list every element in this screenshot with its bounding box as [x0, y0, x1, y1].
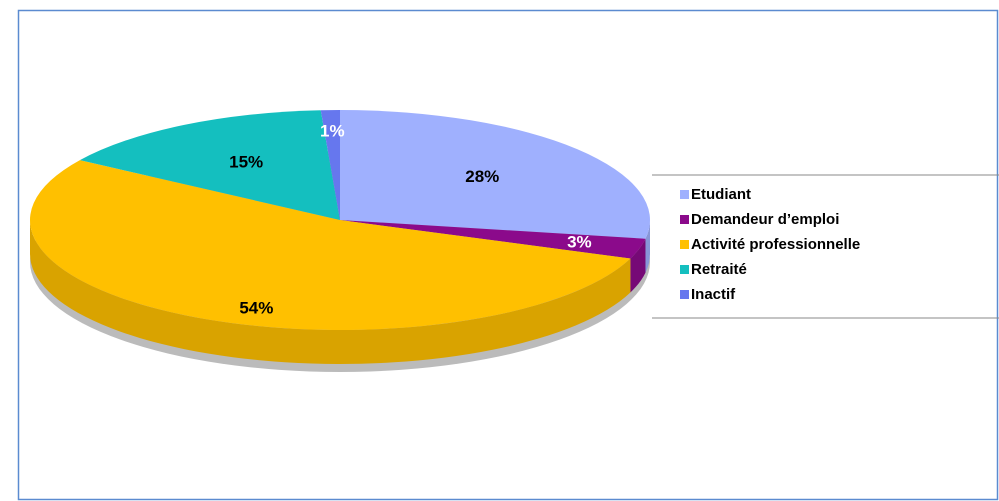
slice [30, 160, 631, 330]
legend-label: Etudiant [691, 186, 751, 203]
slice-side [30, 220, 631, 364]
data-label: 15% [229, 152, 263, 171]
data-label: 54% [239, 298, 273, 317]
legend-label: Activité professionnelle [691, 236, 860, 253]
slice [340, 110, 650, 239]
data-label: 28% [465, 167, 499, 186]
legend-label: Inactif [691, 286, 736, 303]
legend-swatch [680, 190, 689, 199]
slice [340, 220, 646, 259]
legend-swatch [680, 290, 689, 299]
legend-label: Demandeur d’emploi [691, 211, 839, 228]
legend-label: Retraité [691, 261, 747, 278]
data-label: 1% [320, 122, 345, 141]
legend-swatch [680, 265, 689, 274]
legend-swatch [680, 240, 689, 249]
data-label: 3% [567, 232, 592, 251]
legend-swatch [680, 215, 689, 224]
slice-side [630, 238, 646, 293]
slice [79, 110, 341, 220]
slice [320, 110, 340, 220]
slice-side [645, 220, 650, 273]
